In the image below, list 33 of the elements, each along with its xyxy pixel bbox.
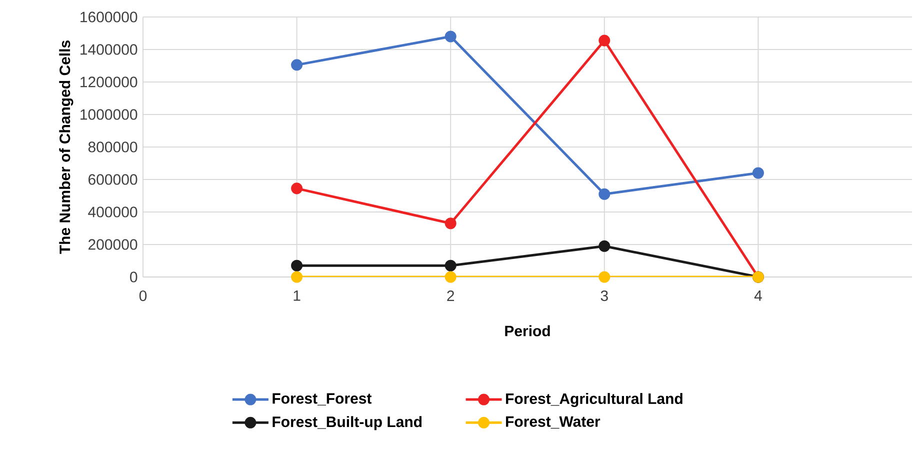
point [291,182,303,194]
x-tick-label: 2 [447,290,454,301]
point [444,260,456,272]
legend-label: Forest_Forest [272,393,372,406]
point [291,59,303,71]
y-tick-label: 1400000 [80,44,138,55]
x-axis-title: Period [505,325,550,336]
point [598,240,610,252]
point [598,271,610,283]
x-tick-label: 0 [139,290,147,302]
y-tick-label: 600000 [88,174,138,185]
legend-label: Forest_Agricultural Land [506,393,682,408]
point [444,271,456,283]
x-tick-label: 3 [600,290,608,302]
y-tick-label: 800000 [88,142,138,152]
point [598,188,610,200]
y-tick-label: 0 [130,272,138,282]
y-tick-label: 1600000 [80,12,138,22]
x-tick-label: 4 [754,290,762,301]
y-tick-label: 1200000 [80,76,138,88]
legend-label: Forest_Water [506,416,600,429]
legend-label: Forest_Built-up Land [272,416,422,430]
point [752,167,764,179]
y-axis-title: The Number of Changed Cells [59,40,74,254]
point [444,218,456,230]
y-tick-label: 200000 [88,239,138,250]
point [598,34,610,46]
point [291,260,303,272]
y-tick-label: 400000 [88,206,138,218]
point [444,30,456,42]
y-tick-label: 1000000 [80,109,138,120]
x-tick-label: 1 [294,290,300,301]
point [291,271,303,283]
